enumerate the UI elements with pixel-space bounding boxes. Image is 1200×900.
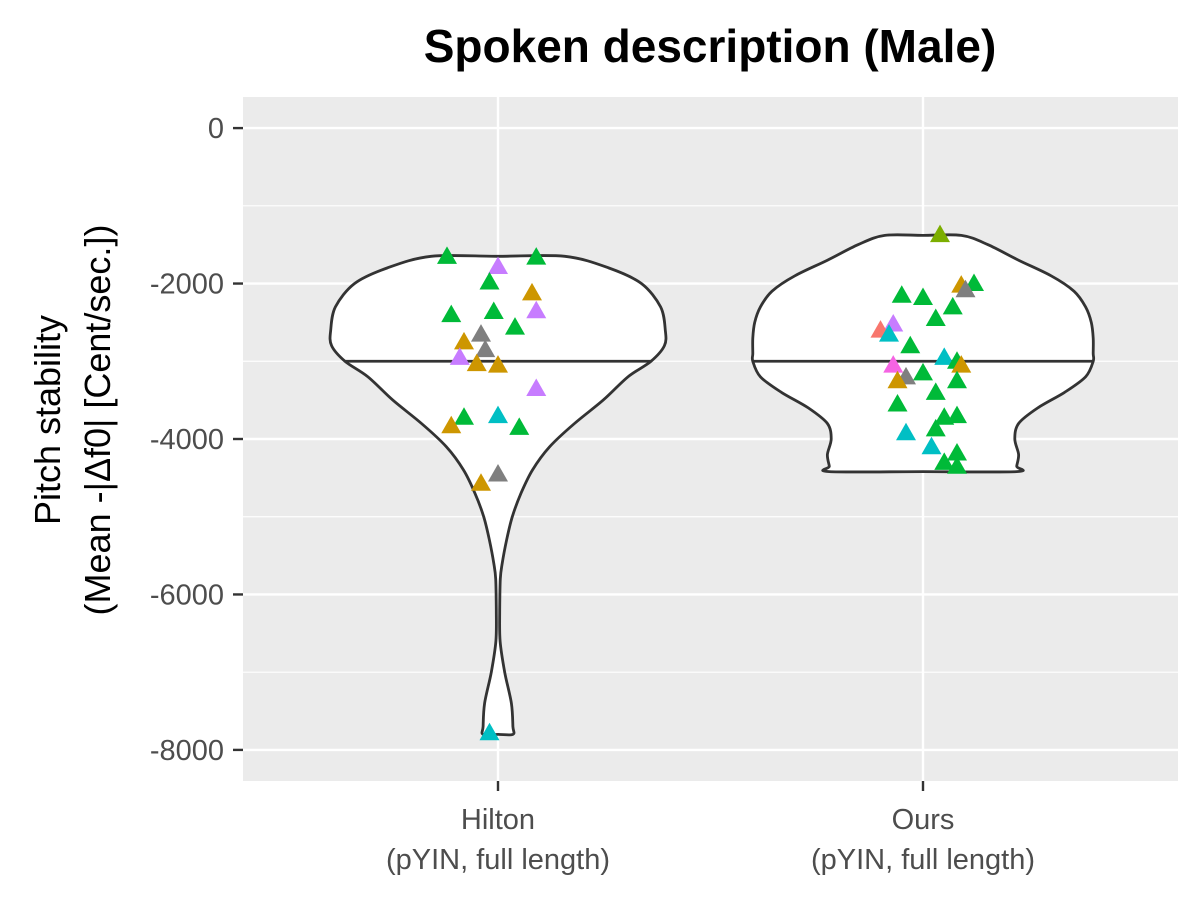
x-tick-label: Ours — [892, 804, 955, 836]
data-point — [483, 301, 504, 320]
data-point — [475, 339, 496, 358]
data-point — [947, 370, 967, 389]
data-point — [913, 287, 933, 306]
data-point — [488, 355, 508, 373]
data-point — [522, 282, 542, 301]
data-point — [479, 271, 500, 290]
data-point — [891, 285, 912, 303]
data-point — [526, 300, 547, 319]
data-point — [930, 224, 950, 243]
data-point — [879, 324, 899, 342]
data-point — [887, 370, 908, 389]
data-point — [913, 362, 933, 381]
data-point — [955, 279, 976, 298]
data-point — [900, 335, 921, 354]
data-point — [466, 353, 487, 372]
data-point — [934, 452, 955, 470]
data-point — [947, 456, 967, 474]
data-point — [526, 247, 547, 265]
data-point — [454, 331, 474, 350]
data-point — [947, 405, 967, 424]
data-point — [934, 347, 955, 365]
data-point — [505, 317, 525, 335]
data-point — [441, 415, 462, 434]
data-point — [479, 722, 500, 741]
x-tick-label: Hilton — [461, 804, 535, 836]
data-point — [934, 407, 955, 425]
y-tick-label: -6000 — [150, 579, 224, 611]
y-tick-label: 0 — [208, 113, 224, 145]
data-point — [488, 463, 508, 482]
data-point — [942, 296, 963, 315]
data-point — [437, 246, 457, 264]
data-points — [437, 224, 984, 741]
x-tick-label: (pYIN, full length) — [386, 844, 610, 876]
data-point — [921, 436, 942, 455]
data-point — [526, 378, 547, 396]
axes: 0 -2000 -4000 -6000 -8000 Hilton (pYIN, full l… — [150, 113, 1035, 876]
data-point — [925, 308, 946, 327]
violin-1 — [328, 254, 668, 737]
data-point — [883, 355, 904, 373]
data-point — [488, 405, 508, 424]
data-point — [896, 422, 916, 441]
violin-2 — [750, 233, 1096, 474]
data-point — [454, 407, 474, 425]
chart-title: Spoken description (Male) — [424, 20, 997, 72]
data-point — [441, 304, 462, 323]
y-tick-label: -2000 — [150, 269, 224, 301]
data-point — [449, 347, 470, 365]
data-point — [951, 355, 972, 373]
data-point — [887, 394, 908, 412]
data-point — [471, 324, 491, 342]
x-tick-label: (pYIN, full length) — [811, 844, 1035, 876]
y-tick-label: -8000 — [150, 735, 224, 767]
data-point — [509, 417, 530, 435]
y-tick-label: -4000 — [150, 424, 224, 456]
data-point — [471, 473, 491, 491]
y-axis-title: Pitch stability (Mean -|Δf0| [Cent/sec.]… — [27, 225, 118, 616]
data-point — [488, 256, 508, 274]
data-point — [947, 442, 967, 461]
data-point — [925, 418, 946, 437]
y-axis-title-line-2: (Mean -|Δf0| [Cent/sec.]) — [77, 225, 118, 616]
y-axis-title-line-1: Pitch stability — [27, 315, 68, 525]
data-point — [925, 382, 946, 400]
